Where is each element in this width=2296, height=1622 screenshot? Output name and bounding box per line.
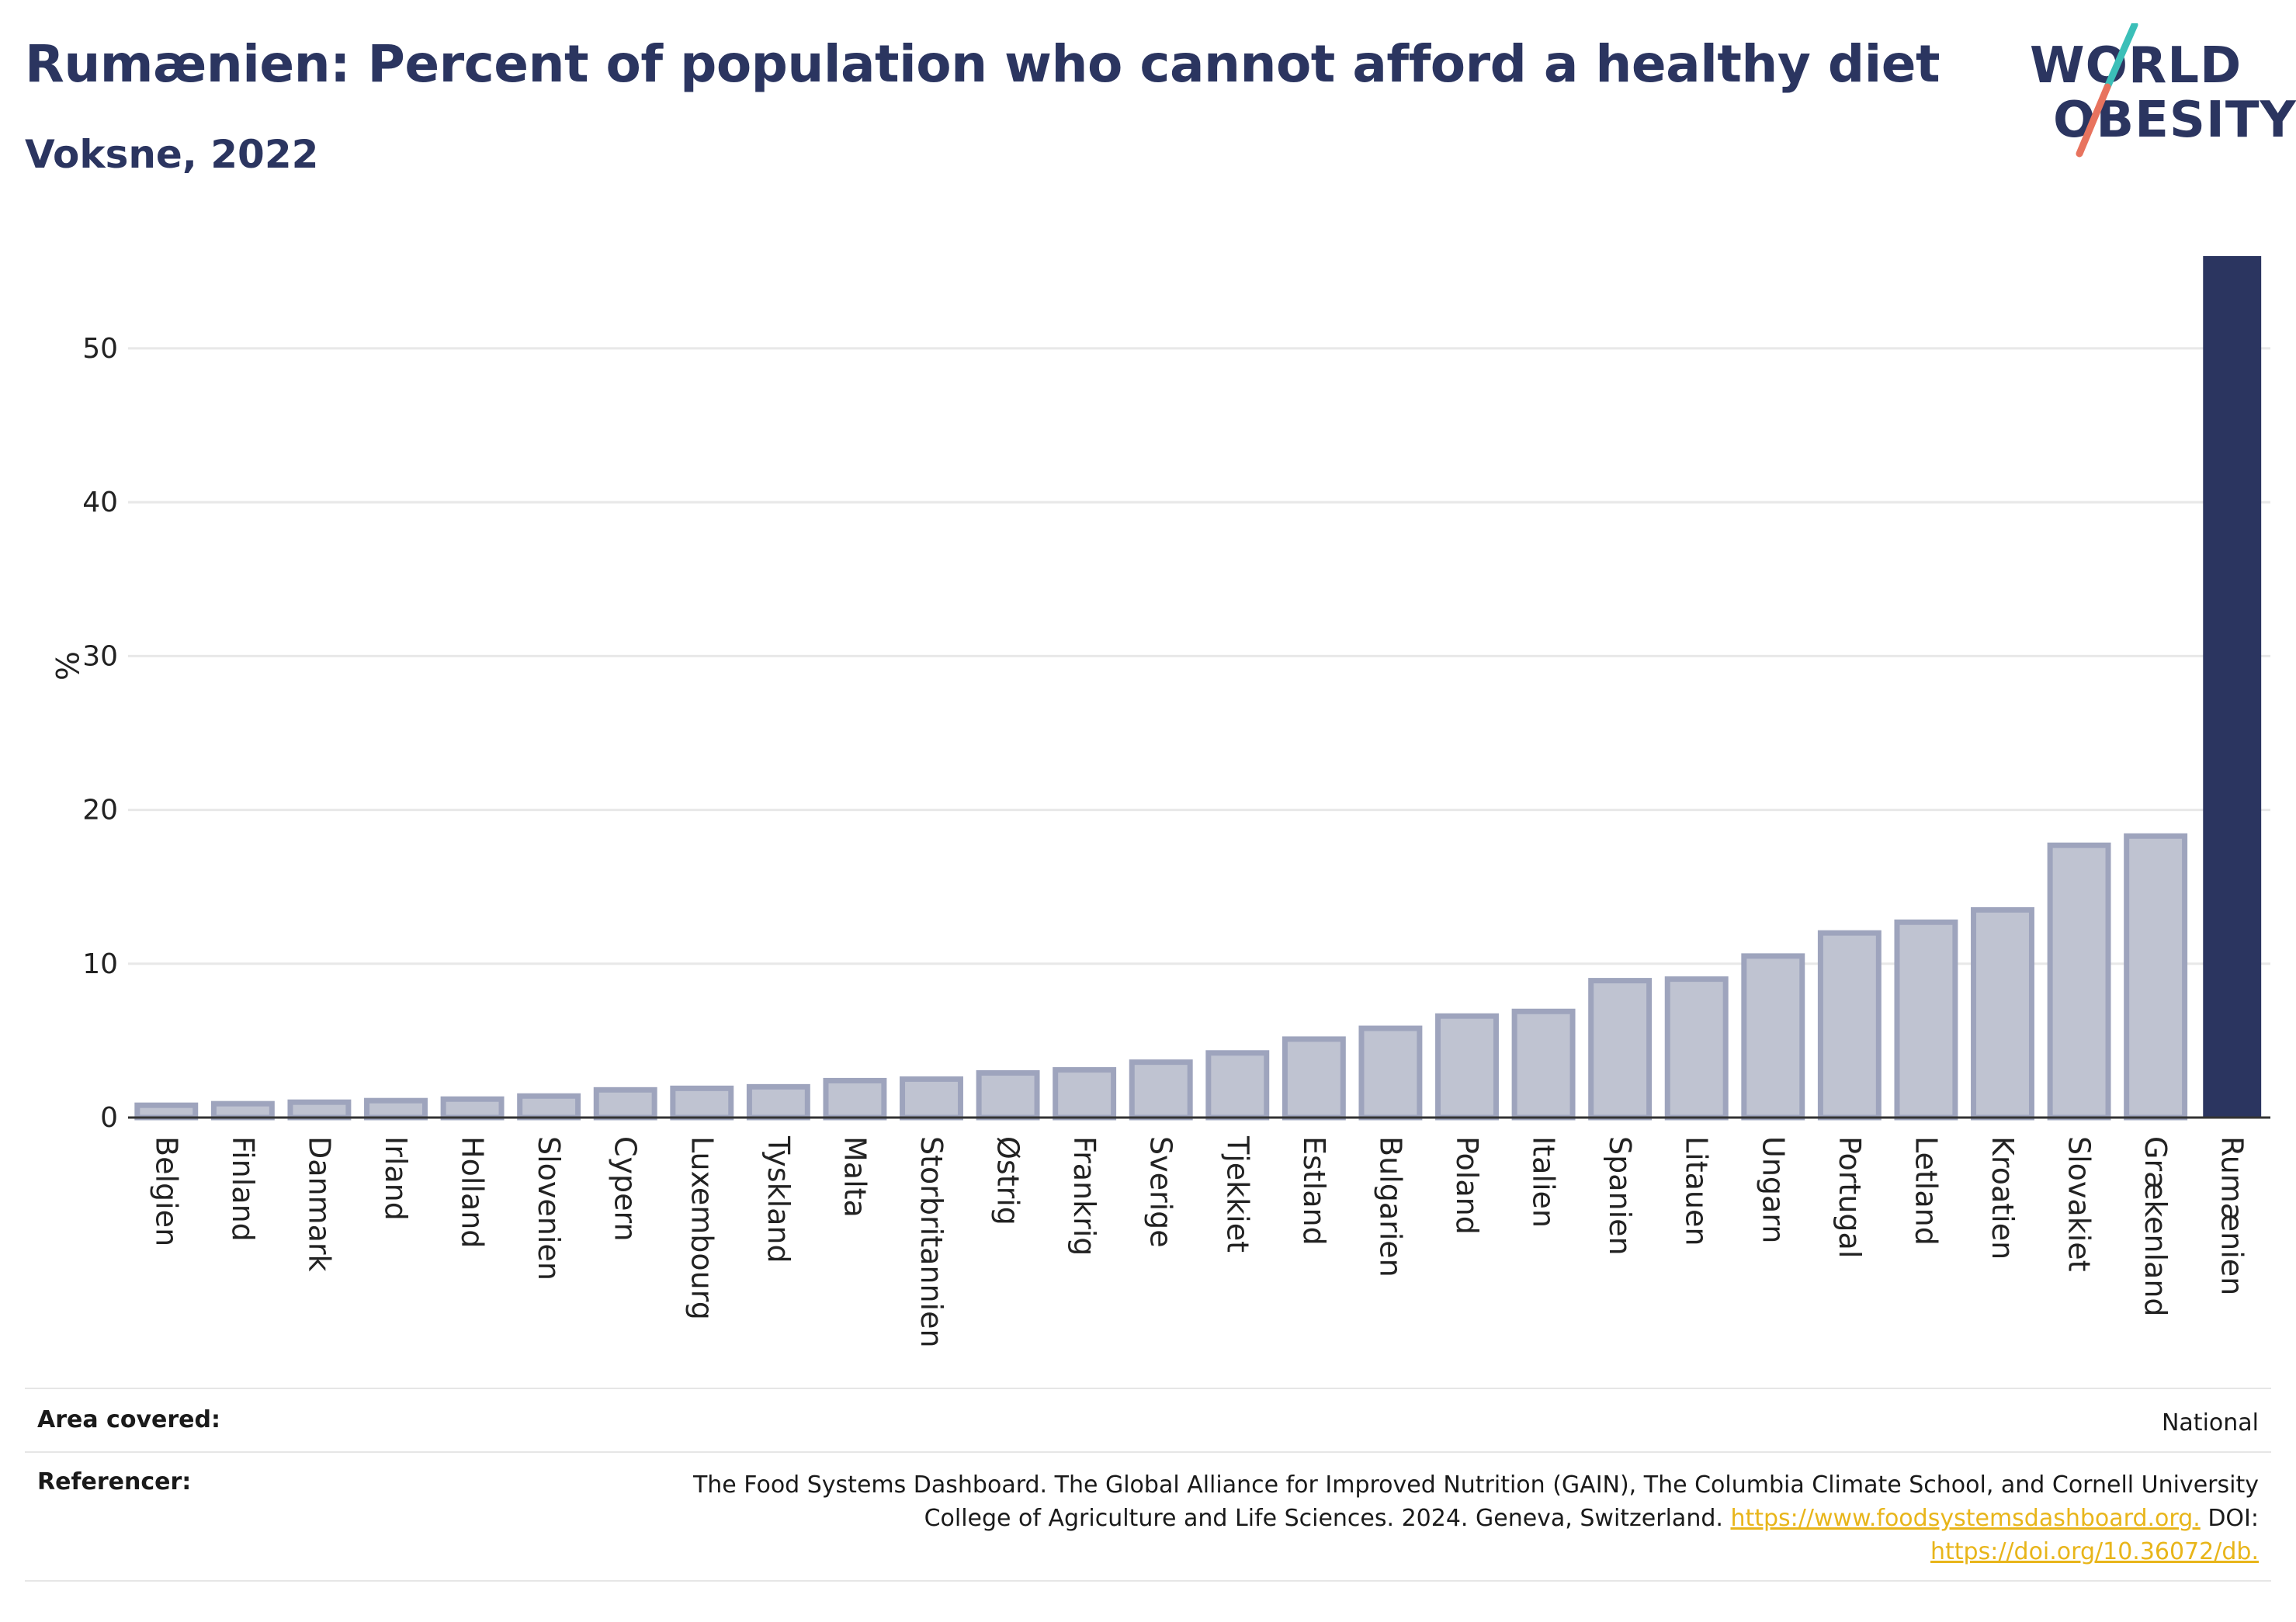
- y-tick-label: 30: [82, 640, 118, 672]
- x-tick-label: Irland: [379, 1136, 413, 1221]
- bar-Holland[interactable]: [440, 1096, 505, 1121]
- x-tick-label: Cypern: [609, 1136, 643, 1242]
- chart-title: Rumænien: Percent of population who cann…: [25, 34, 1941, 94]
- x-tick-label: Bulgarien: [1373, 1136, 1407, 1277]
- bar-Kroatien[interactable]: [1971, 906, 2034, 1121]
- x-tick-label: Frankrig: [1067, 1136, 1101, 1256]
- x-tick-label: Litauen: [1680, 1136, 1714, 1246]
- y-axis-ticks: 0 10 20 30 40 50: [82, 333, 118, 1134]
- bar-Finland[interactable]: [210, 1100, 275, 1121]
- area-covered-label: Area covered:: [37, 1406, 220, 1433]
- x-tick-label: Spanien: [1603, 1136, 1637, 1256]
- bar-Frankrig[interactable]: [1053, 1067, 1117, 1121]
- bar-Bulgarien[interactable]: [1358, 1025, 1423, 1121]
- footer-divider-top: [25, 1388, 2271, 1389]
- footer-divider-middle: [25, 1451, 2271, 1453]
- x-tick-label: Belgien: [149, 1136, 183, 1246]
- references-text: The Food Systems Dashboard. The Global A…: [693, 1468, 2259, 1568]
- x-tick-label: Rumænien: [2215, 1136, 2249, 1295]
- bar-Letland[interactable]: [1894, 919, 1958, 1121]
- x-tick-label: Malta: [838, 1136, 872, 1218]
- x-tick-label: Tyskland: [761, 1135, 796, 1263]
- bar-Estland[interactable]: [1282, 1036, 1346, 1121]
- logo-word-world: WORLD: [2030, 37, 2242, 95]
- bar-Danmark[interactable]: [287, 1099, 352, 1121]
- doi-link[interactable]: https://doi.org/10.36072/db.: [1930, 1538, 2259, 1565]
- bar-chart: 0 10 20 30 40 50 Belgien Finland Danmark Irland H…: [48, 256, 2270, 1348]
- x-tick-label: Finland: [226, 1136, 260, 1242]
- x-tick-label: Grækenland: [2138, 1136, 2173, 1317]
- x-axis-labels: Belgien Finland Danmark Irland Holland Sloven…: [149, 1135, 2249, 1348]
- area-covered-value: National: [2161, 1409, 2259, 1437]
- bar-Portugal[interactable]: [1817, 930, 1882, 1121]
- x-tick-label: Poland: [1450, 1136, 1484, 1235]
- world-obesity-logo: WORLD OBESITY: [2030, 23, 2296, 163]
- bar-Sverige[interactable]: [1129, 1059, 1193, 1121]
- x-tick-label: Danmark: [302, 1136, 336, 1272]
- bar-Slovenien[interactable]: [517, 1093, 581, 1121]
- x-tick-label: Slovenien: [532, 1136, 566, 1281]
- chart-subtitle: Voksne, 2022: [25, 132, 319, 177]
- x-tick-label: Luxembourg: [685, 1136, 719, 1320]
- bar-Grækenland[interactable]: [2124, 833, 2188, 1121]
- x-tick-label: Estland: [1297, 1136, 1331, 1246]
- x-tick-label: Portugal: [1833, 1136, 1867, 1258]
- area-covered-row: Area covered: National: [25, 1406, 2271, 1445]
- x-tick-label: Østrig: [991, 1136, 1025, 1225]
- x-tick-label: Tjekkiet: [1220, 1135, 1254, 1253]
- y-axis-label: %: [48, 651, 84, 681]
- gridlines: [128, 347, 2270, 965]
- references-line-2-text: College of Agriculture and Life Sciences…: [924, 1505, 1723, 1532]
- bar-Poland[interactable]: [1435, 1013, 1499, 1121]
- x-tick-label: Kroatien: [1986, 1136, 2020, 1260]
- bar-Storbritannien[interactable]: [900, 1076, 963, 1121]
- bar-Malta[interactable]: [823, 1077, 887, 1121]
- logo-slash-icon: [2076, 23, 2138, 158]
- bar-Spanien[interactable]: [1588, 978, 1653, 1121]
- references-line-2: College of Agriculture and Life Sciences…: [693, 1502, 2259, 1535]
- x-tick-label: Ungarn: [1756, 1136, 1790, 1243]
- bars: [134, 256, 2262, 1121]
- bar-Slovakiet[interactable]: [2047, 842, 2111, 1121]
- y-tick-label: 0: [100, 1102, 118, 1134]
- y-tick-label: 20: [82, 795, 118, 827]
- y-tick-label: 10: [82, 948, 118, 980]
- y-tick-label: 40: [82, 487, 118, 518]
- bar-Rumænien[interactable]: [2203, 256, 2262, 1118]
- doi-label: DOI:: [2208, 1505, 2259, 1532]
- bar-Irland[interactable]: [364, 1097, 428, 1121]
- bar-Belgien[interactable]: [134, 1102, 199, 1121]
- x-tick-label: Sverige: [1144, 1136, 1178, 1248]
- x-tick-label: Slovakiet: [2062, 1136, 2097, 1272]
- references-line-3: https://doi.org/10.36072/db.: [693, 1535, 2259, 1568]
- bar-Luxembourg[interactable]: [670, 1085, 734, 1121]
- references-label: Referencer:: [37, 1468, 192, 1495]
- bar-Ungarn[interactable]: [1741, 953, 1805, 1121]
- references-row: Referencer: The Food Systems Dashboard. …: [25, 1468, 2271, 1577]
- foodsystems-dashboard-link[interactable]: https://www.foodsystemsdashboard.org.: [1730, 1505, 2201, 1532]
- bar-Tyskland[interactable]: [746, 1083, 810, 1121]
- bar-Italien[interactable]: [1511, 1008, 1576, 1121]
- x-tick-label: Italien: [1527, 1136, 1561, 1228]
- bar-Tjekkiet[interactable]: [1205, 1050, 1270, 1121]
- bar-Cypern[interactable]: [593, 1087, 657, 1121]
- x-tick-label: Storbritannien: [914, 1136, 949, 1348]
- footer-divider-bottom: [25, 1580, 2271, 1582]
- references-line-1: The Food Systems Dashboard. The Global A…: [692, 1471, 2259, 1499]
- y-tick-label: 50: [82, 333, 118, 365]
- bar-Litauen[interactable]: [1664, 976, 1729, 1121]
- bar-Østrig[interactable]: [976, 1070, 1040, 1121]
- x-tick-label: Holland: [456, 1136, 490, 1248]
- x-tick-label: Letland: [1909, 1136, 1943, 1246]
